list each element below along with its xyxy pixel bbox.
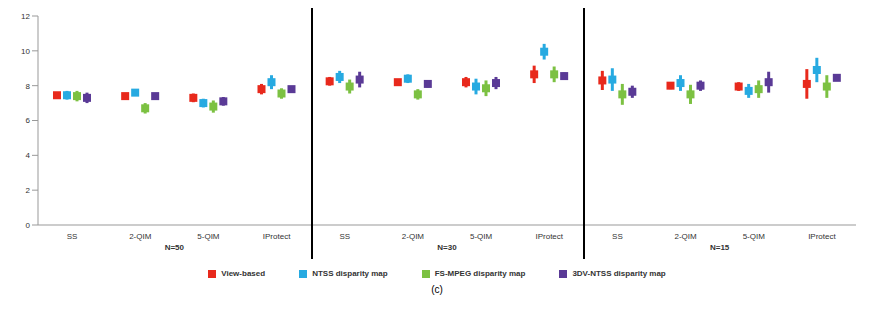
html-text:(c): (c) bbox=[431, 284, 443, 295]
svg-text:2-QIM: 2-QIM bbox=[129, 232, 152, 241]
svg-text:5-QIM: 5-QIM bbox=[743, 232, 766, 241]
svg-text:2-QIM: 2-QIM bbox=[674, 232, 697, 241]
svg-text:IProtect: IProtect bbox=[263, 232, 291, 241]
html-text:N=15: N=15 bbox=[710, 243, 730, 252]
svg-text:SS: SS bbox=[339, 232, 350, 241]
svg-text:IProtect: IProtect bbox=[808, 232, 836, 241]
svg-text:SS: SS bbox=[612, 232, 623, 241]
html-text:3DV-NTSS disparity map: 3DV-NTSS disparity map bbox=[572, 269, 666, 278]
svg-text:2: 2 bbox=[26, 186, 31, 195]
svg-text:5-QIM: 5-QIM bbox=[470, 232, 493, 241]
svg-text:6: 6 bbox=[26, 116, 31, 125]
svg-text:2-QIM: 2-QIM bbox=[402, 232, 425, 241]
html-text:N=50: N=50 bbox=[164, 243, 184, 252]
svg-text:8: 8 bbox=[26, 82, 31, 91]
svg-text:IProtect: IProtect bbox=[535, 232, 563, 241]
html-text:View-based: View-based bbox=[221, 269, 266, 278]
svg-text:5-QIM: 5-QIM bbox=[197, 232, 220, 241]
svg-text:0: 0 bbox=[26, 221, 31, 230]
svg-text:SS: SS bbox=[67, 232, 78, 241]
html-text:N=30: N=30 bbox=[437, 243, 457, 252]
html-text:FS-MPEG disparity map: FS-MPEG disparity map bbox=[434, 269, 526, 278]
html-text:NTSS disparity map: NTSS disparity map bbox=[312, 269, 388, 278]
svg-text:12: 12 bbox=[21, 12, 30, 21]
svg-text:10: 10 bbox=[21, 47, 30, 56]
svg-text:4: 4 bbox=[26, 151, 31, 160]
